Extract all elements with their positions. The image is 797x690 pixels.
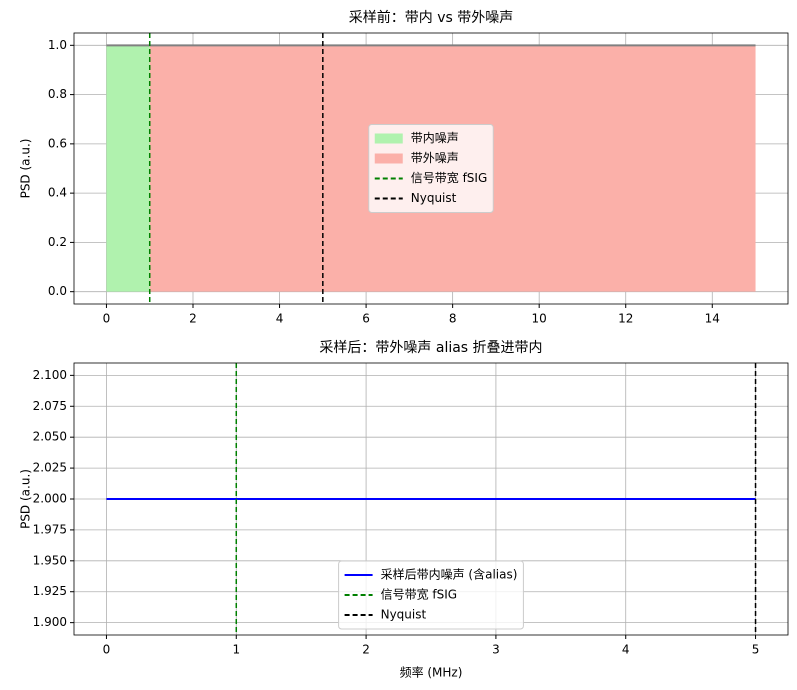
y-axis-label: PSD (a.u.)	[19, 139, 33, 199]
chart-title: 采样前：带内 vs 带外噪声	[349, 9, 513, 26]
x-tick-label: 5	[752, 643, 760, 657]
x-tick-label: 0	[103, 312, 111, 326]
legend-label: 带内噪声	[411, 131, 459, 145]
y-tick-label: 1.900	[33, 615, 67, 629]
y-axis-label: PSD (a.u.)	[19, 469, 33, 529]
x-tick-label: 8	[449, 312, 457, 326]
x-tick-label: 10	[532, 312, 547, 326]
x-tick-label: 0	[103, 643, 111, 657]
axes-frame	[73, 362, 789, 636]
legend-box	[368, 124, 494, 213]
legend-label: Nyquist	[411, 191, 457, 205]
y-tick-label: 2.000	[33, 492, 67, 506]
area	[106, 45, 150, 292]
x-tick-label: 14	[705, 312, 720, 326]
y-tick-label: 0.2	[48, 235, 67, 249]
x-tick-label: 2	[362, 643, 370, 657]
x-tick-label: 2	[189, 312, 197, 326]
y-tick-label: 1.950	[33, 553, 67, 567]
x-tick-label: 4	[276, 312, 284, 326]
axes-frame	[73, 32, 789, 305]
y-tick-label: 0.0	[48, 284, 67, 298]
y-tick-label: 1.975	[33, 522, 67, 536]
chart-title: 采样后：带外噪声 alias 折叠进带内	[319, 340, 542, 356]
legend-label: 采样后带内噪声 (含alias)	[381, 567, 518, 582]
legend-label: 信号带宽 fSIG	[381, 587, 458, 602]
legend-label: 带外噪声	[411, 151, 459, 165]
legend-swatch	[374, 133, 403, 144]
subplot: 1.900 1.925 1.950 1.975 2.000 2.025 2.050 2.075…	[19, 340, 789, 680]
y-tick-label: 2.075	[33, 399, 67, 413]
legend-swatch	[374, 153, 403, 164]
x-tick-label: 6	[362, 312, 370, 326]
legend: 采样后带内噪声 (含alias) 信号带宽 fSIG Nyquist	[338, 560, 524, 630]
x-tick-label: 3	[492, 643, 500, 657]
y-tick-label: 0.6	[48, 136, 67, 150]
y-tick-label: 1.0	[48, 38, 67, 52]
x-tick-label: 12	[618, 312, 633, 326]
x-axis-label: 频率 (MHz)	[400, 665, 463, 680]
x-tick-label: 1	[232, 643, 240, 657]
y-tick-label: 2.050	[33, 430, 67, 444]
y-tick-label: 0.4	[48, 186, 67, 200]
legend-label: Nyquist	[381, 608, 427, 622]
y-tick-label: 0.8	[48, 87, 67, 101]
y-tick-label: 2.100	[33, 368, 67, 382]
y-tick-label: 1.925	[33, 584, 67, 598]
legend-box	[338, 560, 524, 630]
y-tick-label: 2.025	[33, 461, 67, 475]
x-tick-label: 4	[622, 643, 630, 657]
legend-label: 信号带宽 fSIG	[411, 170, 488, 185]
